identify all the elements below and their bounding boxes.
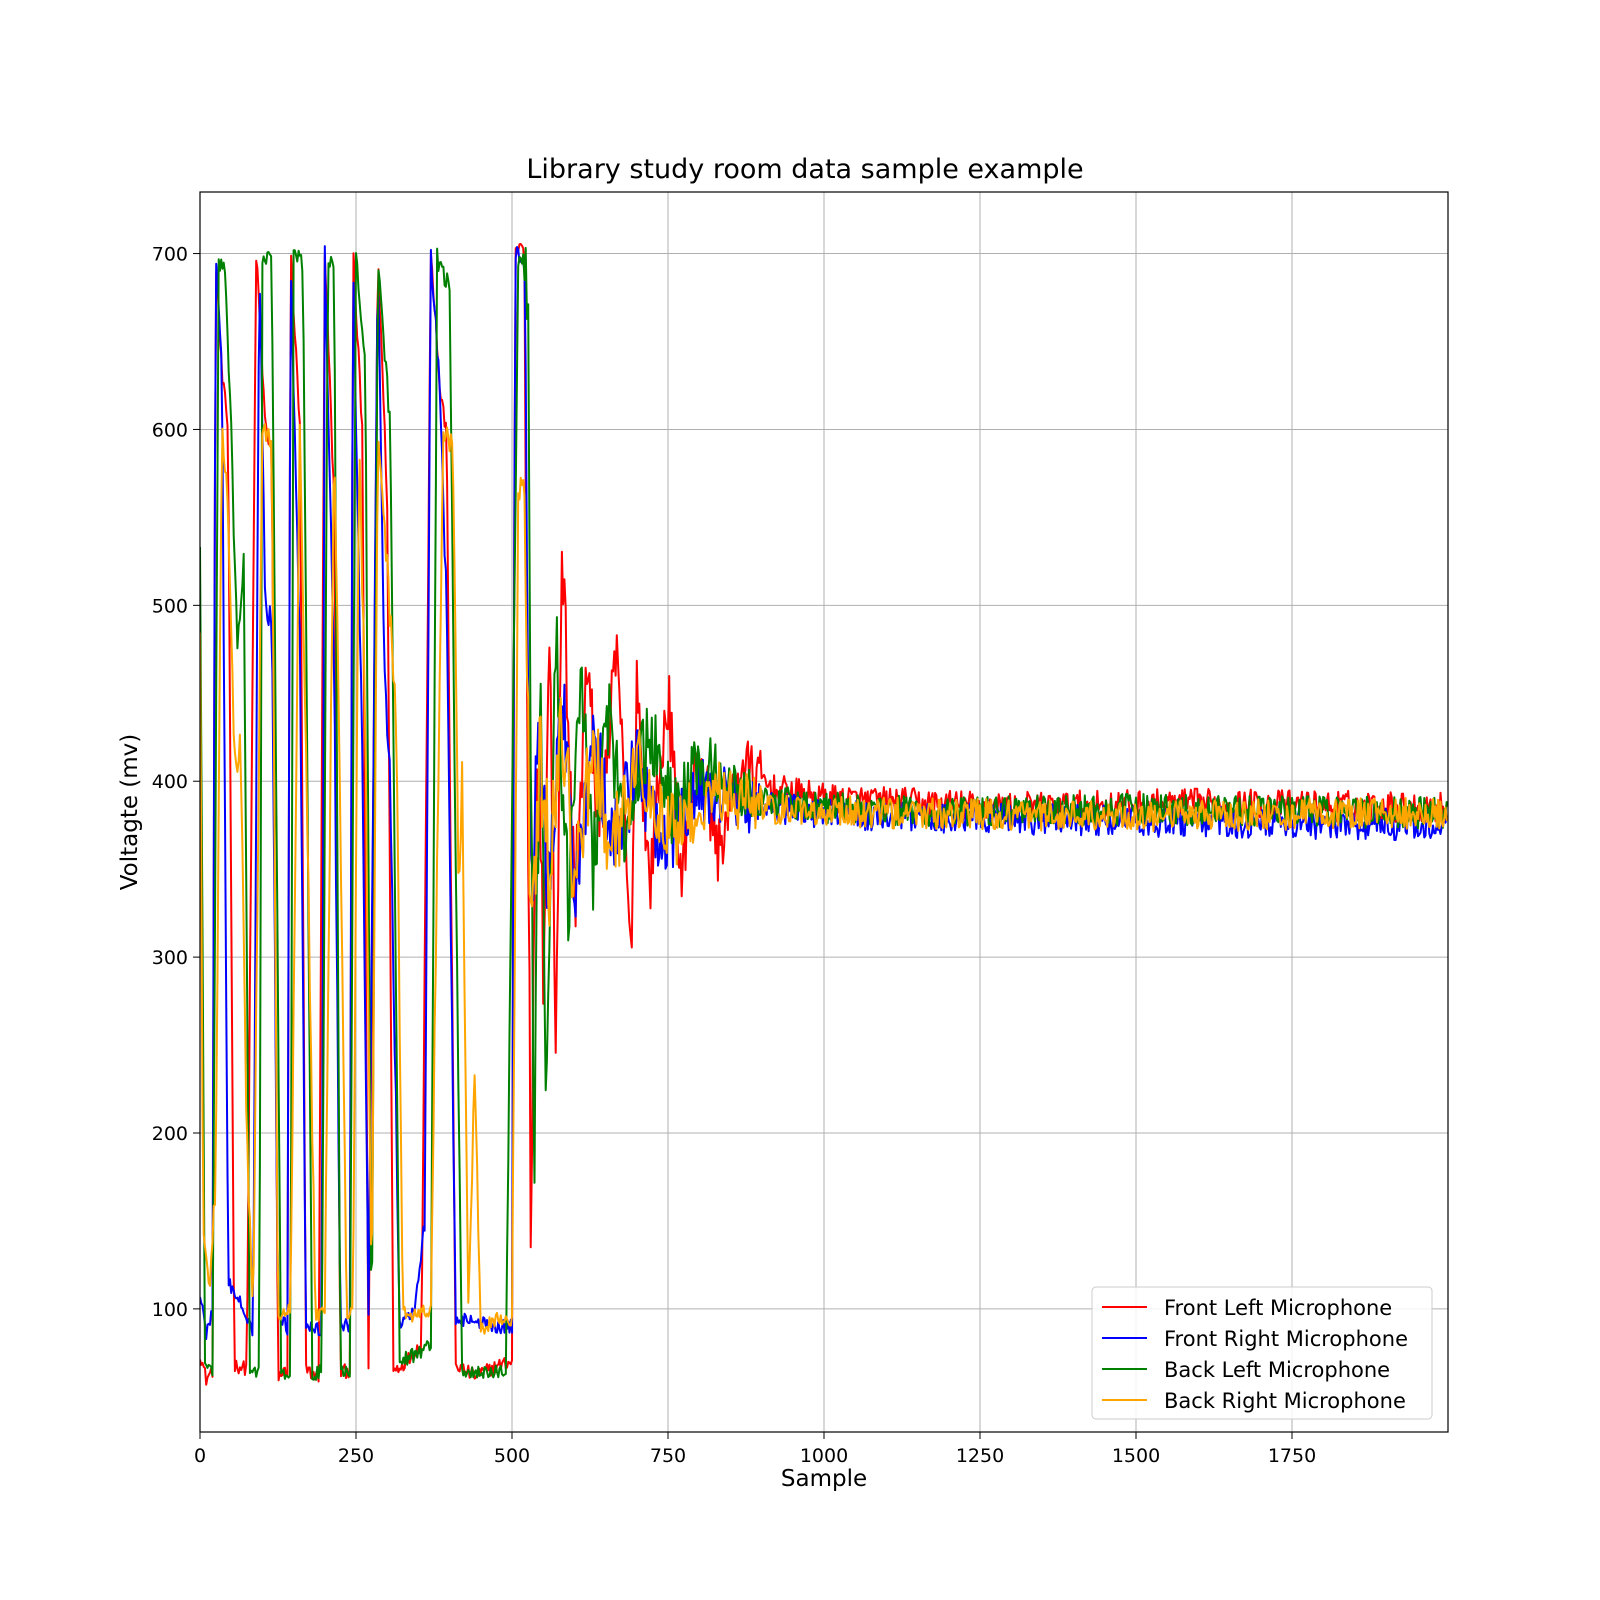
legend: Front Left Microphone Front Right Microph… <box>1091 1286 1433 1420</box>
x-tick-label: 500 <box>494 1445 530 1467</box>
legend-box <box>1091 1286 1433 1420</box>
chart-title: Library study room data sample example <box>526 154 1083 185</box>
y-axis: 100 200 300 400 500 600 700 <box>152 244 200 1321</box>
x-tick-label: 1500 <box>1112 1445 1160 1467</box>
y-tick-label: 700 <box>152 244 188 266</box>
series-line-4 <box>200 423 1448 1335</box>
y-tick-label: 600 <box>152 419 188 441</box>
legend-label: Back Left Microphone <box>1164 1358 1390 1382</box>
grid-lines <box>199 192 1448 1432</box>
series-layer <box>200 243 1448 1386</box>
x-tick-label: 1250 <box>956 1445 1004 1467</box>
x-axis: 0 250 500 750 1000 1250 1500 1750 <box>194 1432 1316 1467</box>
x-tick-label: 250 <box>338 1445 374 1467</box>
x-tick-label: 750 <box>650 1445 686 1467</box>
y-tick-label: 400 <box>152 771 188 793</box>
x-axis-label: Sample <box>781 1466 867 1492</box>
legend-label: Front Left Microphone <box>1164 1296 1392 1320</box>
x-tick-label: 1750 <box>1268 1445 1316 1467</box>
legend-label: Back Right Microphone <box>1164 1389 1406 1413</box>
legend-label: Front Right Microphone <box>1164 1327 1408 1351</box>
y-tick-label: 500 <box>152 595 188 617</box>
y-tick-label: 300 <box>152 947 188 969</box>
y-tick-label: 200 <box>152 1123 188 1145</box>
y-axis-label: Voltagte (mv) <box>117 734 143 891</box>
series-line-3 <box>200 246 1448 1381</box>
x-tick-label: 1000 <box>800 1445 848 1467</box>
x-tick-label: 0 <box>194 1445 206 1467</box>
y-tick-label: 100 <box>152 1299 188 1321</box>
